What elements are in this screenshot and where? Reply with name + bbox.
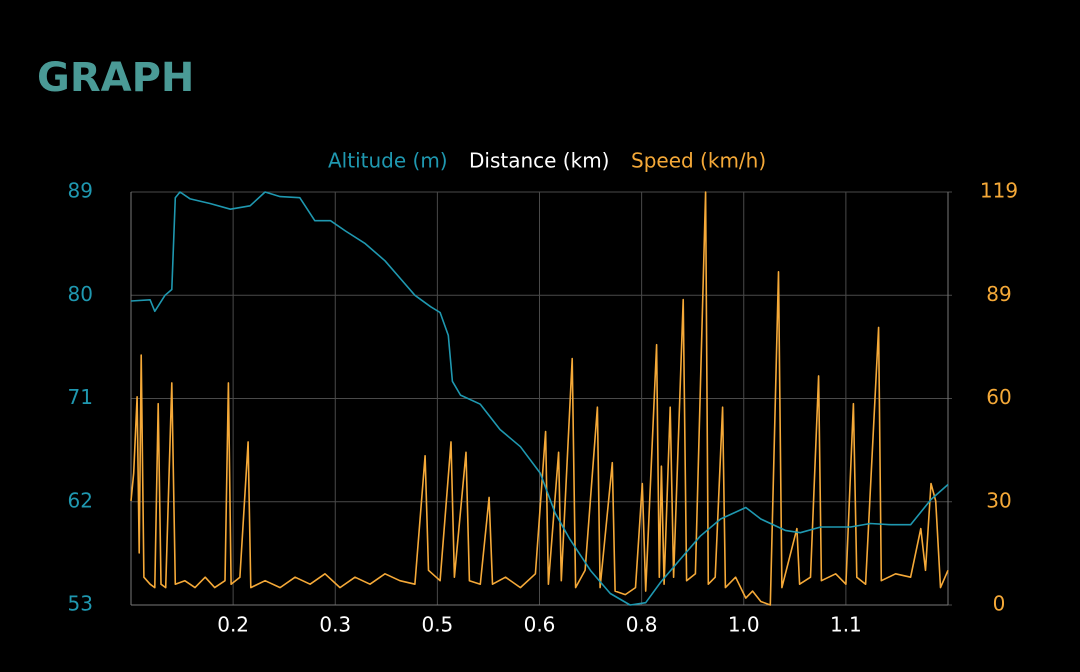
legend-x-label: Distance (km) [469, 149, 609, 173]
y2-tick-label: 89 [986, 282, 1011, 306]
y-tick-label: 71 [68, 385, 93, 409]
series-line [130, 191, 949, 606]
y2-tick-label: 30 [986, 488, 1011, 512]
series-line [130, 191, 949, 606]
x-tick-label: 0.5 [421, 613, 453, 637]
y2-tick-label: 119 [980, 179, 1018, 203]
x-tick-label: 0.8 [626, 613, 658, 637]
y-tick-label: 53 [68, 592, 93, 616]
y-tick-label: 80 [68, 282, 93, 306]
y-tick-label: 89 [68, 179, 93, 203]
x-tick-label: 0.3 [319, 613, 351, 637]
y2-tick-label: 60 [986, 385, 1011, 409]
x-tick-label: 1.0 [728, 613, 760, 637]
x-tick-label: 0.6 [524, 613, 556, 637]
screen-title: GRAPH [37, 55, 194, 101]
legend-entry: Altitude (m) [328, 149, 448, 173]
y-tick-label: 62 [68, 488, 93, 512]
x-tick-label: 1.1 [830, 613, 862, 637]
y2-tick-label: 0 [993, 592, 1006, 616]
legend-entry: Speed (km/h) [631, 149, 766, 173]
x-tick-label: 0.2 [217, 613, 249, 637]
